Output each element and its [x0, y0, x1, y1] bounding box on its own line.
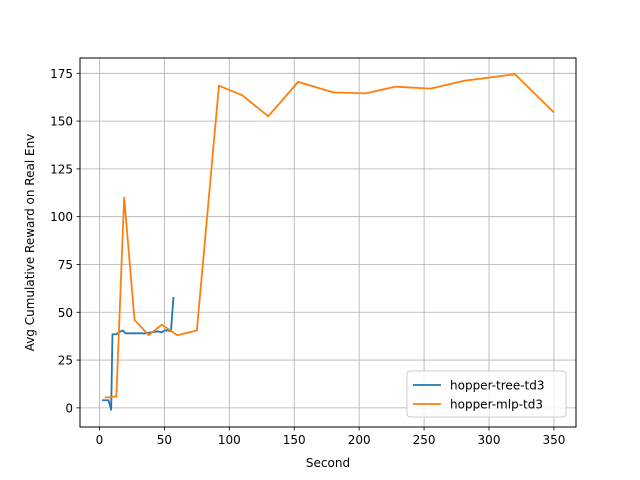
y-axis-ticks: 0 25 50 75 100 125 150 175: [50, 67, 80, 415]
x-tick-label: 50: [157, 433, 172, 447]
legend-entry: hopper-tree-td3: [450, 379, 545, 393]
series-line-hopper-mlp-td3: [104, 73, 555, 399]
y-tick-label: 0: [65, 401, 73, 415]
y-tick-label: 175: [50, 67, 73, 81]
y-tick-label: 150: [50, 115, 73, 129]
legend-entry: hopper-mlp-td3: [450, 398, 543, 412]
x-axis-label: Second: [306, 456, 350, 470]
x-axis-ticks: 0 50 100 150 200 250 300 350: [96, 427, 565, 447]
y-tick-label: 75: [58, 258, 73, 272]
x-tick-label: 200: [348, 433, 371, 447]
x-tick-label: 150: [283, 433, 306, 447]
y-tick-label: 50: [58, 306, 73, 320]
legend: hopper-tree-td3 hopper-mlp-td3: [406, 370, 567, 418]
x-tick-label: 300: [478, 433, 501, 447]
y-tick-label: 125: [50, 162, 73, 176]
series-lines: [102, 73, 555, 411]
y-axis-label: Avg Cumulative Reward on Real Env: [23, 134, 37, 352]
series-line-hopper-tree-td3: [102, 296, 175, 411]
grid-lines: [80, 58, 576, 427]
x-tick-label: 250: [413, 433, 436, 447]
plot-frame: [79, 57, 577, 428]
y-tick-label: 100: [50, 210, 73, 224]
x-tick-label: 0: [96, 433, 104, 447]
legend-box: [406, 370, 567, 418]
x-tick-label: 350: [542, 433, 565, 447]
y-tick-label: 25: [58, 354, 73, 368]
x-tick-label: 100: [218, 433, 241, 447]
